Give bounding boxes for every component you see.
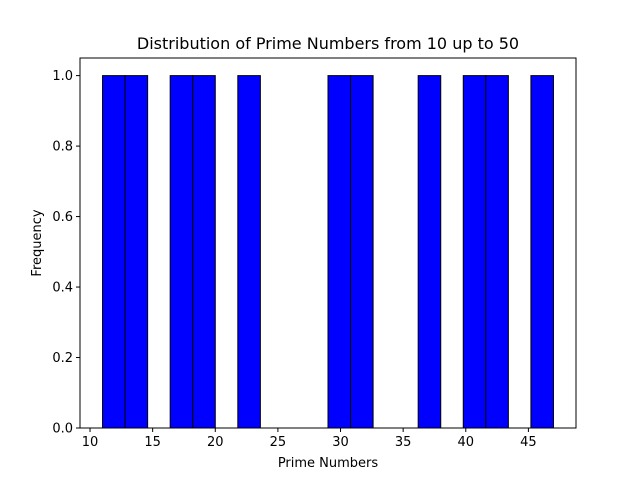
bars-group <box>102 75 554 429</box>
y-axis-ticks: 0.0 0.2 0.4 0.6 0.8 1.0 <box>52 69 80 437</box>
histogram-bar-0 <box>102 75 126 429</box>
histogram-bar-10 <box>530 75 554 429</box>
y-tick-label-5: 1.0 <box>52 69 73 84</box>
axes-frame <box>79 57 577 429</box>
x-tick-label-5: 35 <box>395 435 412 450</box>
x-tick-label-1: 15 <box>144 435 161 450</box>
x-tick-label-2: 20 <box>207 435 224 450</box>
x-tick-label-6: 40 <box>458 435 475 450</box>
histogram-bar-8 <box>462 75 487 429</box>
y-tick-label-0: 0.0 <box>52 422 73 437</box>
x-tick-label-3: 25 <box>270 435 287 450</box>
histogram-bar-9 <box>485 75 509 429</box>
histogram-bar-1 <box>124 75 149 429</box>
histogram-bar-2 <box>169 75 194 429</box>
histogram-bar-7 <box>417 75 442 429</box>
chart-title: Distribution of Prime Numbers from 10 up… <box>137 34 519 53</box>
histogram-bar-5 <box>327 75 352 429</box>
y-tick-label-3: 0.6 <box>52 210 73 225</box>
x-axis-label: Prime Numbers <box>278 456 379 471</box>
histogram-bar-3 <box>192 75 216 429</box>
x-axis-ticks: 10 15 20 25 30 35 40 45 <box>82 428 537 450</box>
histogram-bar-6 <box>350 75 374 429</box>
y-tick-label-1: 0.2 <box>52 351 73 366</box>
x-tick-label-0: 10 <box>82 435 99 450</box>
x-tick-label-7: 45 <box>520 435 537 450</box>
y-tick-label-2: 0.4 <box>52 281 73 296</box>
y-axis-label: Frequency <box>30 209 45 276</box>
x-tick-label-4: 30 <box>332 435 349 450</box>
y-tick-label-4: 0.8 <box>52 140 73 155</box>
histogram-bar-4 <box>237 75 261 429</box>
